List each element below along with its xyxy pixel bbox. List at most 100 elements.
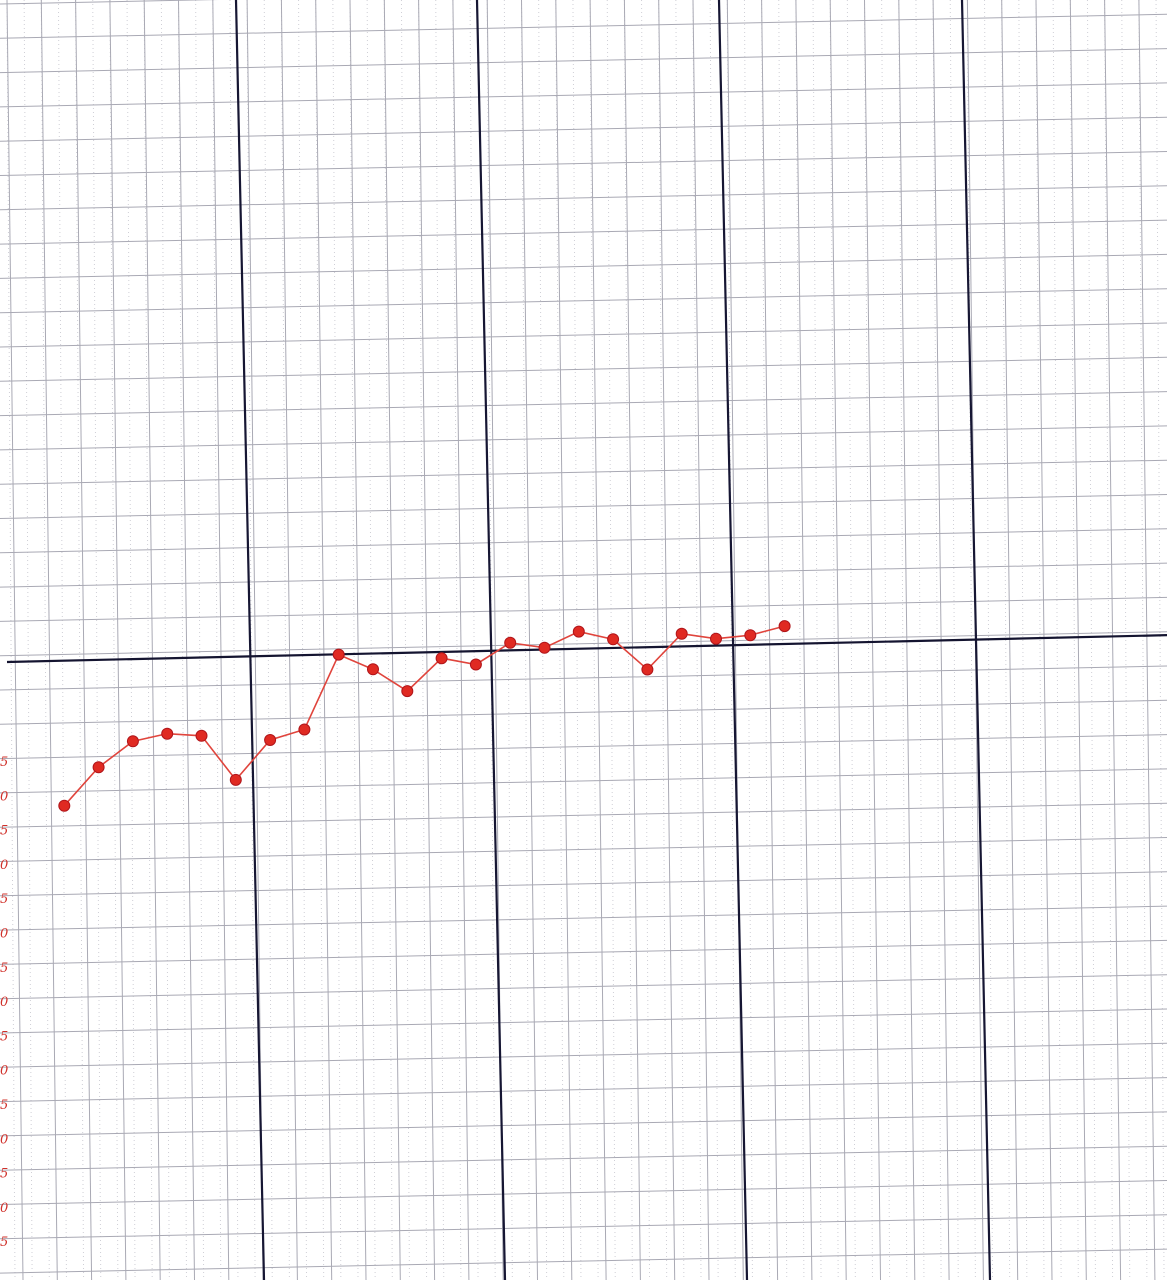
minor-vertical-gridline — [521, 0, 538, 1280]
minor-horizontal-gridline — [0, 837, 1167, 862]
y-tick-label: 5 — [0, 824, 8, 839]
data-point — [572, 625, 585, 638]
data-point — [504, 636, 517, 649]
minor-vertical-gridline — [109, 0, 127, 1280]
minor-horizontal-gridline — [0, 528, 1167, 554]
fine-vertical-gridline — [6, 0, 16, 1280]
fine-vertical-gridline — [1069, 0, 1079, 1280]
data-series-line — [63, 625, 785, 807]
y-tick-label: 0 — [0, 789, 8, 804]
data-point — [675, 627, 688, 640]
fine-vertical-gridline — [589, 0, 599, 1280]
y-tick-label: 0 — [0, 1132, 8, 1147]
minor-horizontal-gridline — [0, 871, 1167, 897]
minor-vertical-gridline — [178, 0, 195, 1280]
y-tick-label: 5 — [0, 1098, 8, 1113]
data-point — [367, 663, 379, 676]
fine-vertical-gridline — [881, 0, 891, 1280]
fine-vertical-gridline — [726, 0, 736, 1280]
minor-vertical-gridline — [1001, 0, 1019, 1280]
fine-vertical-gridline — [400, 0, 410, 1280]
fine-vertical-gridline — [864, 0, 873, 1280]
fine-vertical-gridline — [1104, 0, 1114, 1280]
minor-horizontal-gridline — [0, 219, 1167, 245]
fine-vertical-gridline — [75, 0, 85, 1280]
minor-vertical-gridline — [555, 0, 573, 1280]
fine-vertical-gridline — [829, 0, 839, 1280]
minor-vertical-gridline — [280, 0, 298, 1280]
data-point — [607, 633, 620, 646]
fine-vertical-gridline — [623, 0, 633, 1280]
minor-vertical-gridline — [212, 0, 230, 1280]
y-tick-label: 5 — [0, 892, 8, 907]
data-point — [195, 729, 208, 742]
fine-vertical-gridline — [1035, 0, 1045, 1280]
fine-vertical-gridline — [298, 0, 308, 1280]
fine-vertical-gridline — [109, 0, 119, 1280]
minor-vertical-gridline — [795, 0, 813, 1280]
fine-vertical-gridline — [349, 0, 359, 1280]
fine-vertical-gridline — [332, 0, 342, 1280]
fine-vertical-gridline — [1121, 0, 1131, 1280]
data-point — [435, 652, 448, 665]
fine-vertical-gridline — [1138, 0, 1148, 1280]
minor-horizontal-gridline — [0, 116, 1167, 142]
y-tick-label: 0 — [0, 858, 8, 873]
minor-vertical-gridline — [1138, 0, 1156, 1280]
data-points — [58, 620, 791, 812]
minor-horizontal-gridline — [0, 391, 1167, 417]
fine-vertical-gridline — [143, 0, 153, 1280]
data-point — [92, 761, 105, 774]
minor-horizontal-gridline — [0, 185, 1167, 211]
fine-vertical-gridline — [469, 0, 479, 1280]
minor-horizontal-gridline — [0, 1180, 1167, 1205]
fine-vertical-gridline — [418, 0, 428, 1280]
minor-horizontal-gridline — [0, 322, 1167, 348]
minor-horizontal-gridline — [0, 596, 1167, 622]
minor-horizontal-gridline — [0, 562, 1167, 588]
fine-vertical-gridline — [538, 0, 548, 1280]
minor-horizontal-gridline — [0, 253, 1167, 279]
major-vertical-gridline — [717, 0, 749, 1280]
fine-vertical-gridline — [692, 0, 702, 1280]
fine-vertical-gridline — [675, 0, 685, 1280]
y-tick-label: 0 — [0, 995, 8, 1010]
fine-vertical-gridline — [178, 0, 187, 1280]
fine-vertical-gridline — [572, 0, 582, 1280]
fine-vertical-gridline — [315, 0, 325, 1280]
minor-horizontal-gridline — [0, 1077, 1167, 1103]
minor-horizontal-gridline — [0, 288, 1167, 314]
data-point — [778, 620, 791, 633]
fine-vertical-gridline — [160, 0, 170, 1280]
minor-vertical-gridline — [864, 0, 881, 1280]
data-point — [469, 658, 482, 671]
data-point — [538, 641, 551, 654]
fine-vertical-gridline — [263, 0, 273, 1280]
fine-vertical-gridline — [212, 0, 222, 1280]
minor-vertical-gridline — [829, 0, 847, 1280]
minor-vertical-gridline — [1035, 0, 1053, 1280]
fine-vertical-gridline — [658, 0, 668, 1280]
minor-horizontal-gridline — [0, 151, 1167, 176]
fine-vertical-gridline — [229, 0, 239, 1280]
fine-vertical-gridline — [195, 0, 205, 1280]
minor-horizontal-gridline — [0, 905, 1167, 931]
fine-vertical-gridline — [383, 0, 393, 1280]
fine-vertical-gridline — [1052, 0, 1062, 1280]
major-vertical-gridline — [234, 0, 266, 1280]
fine-vertical-gridline — [366, 0, 376, 1280]
fine-vertical-gridline — [92, 0, 102, 1280]
y-tick-label: 0 — [0, 1201, 8, 1216]
data-point — [161, 727, 174, 740]
fine-vertical-gridline — [1155, 0, 1165, 1280]
fine-vertical-gridline — [280, 0, 290, 1280]
minor-vertical-gridline — [383, 0, 401, 1280]
minor-horizontal-gridline — [0, 974, 1167, 1000]
minor-vertical-gridline — [1069, 0, 1087, 1280]
minor-horizontal-gridline — [0, 1008, 1167, 1034]
minor-vertical-gridline — [418, 0, 436, 1280]
fine-vertical-gridline — [23, 0, 33, 1280]
y-tick-label: 5 — [0, 1029, 8, 1044]
minor-horizontal-gridline — [0, 768, 1167, 794]
